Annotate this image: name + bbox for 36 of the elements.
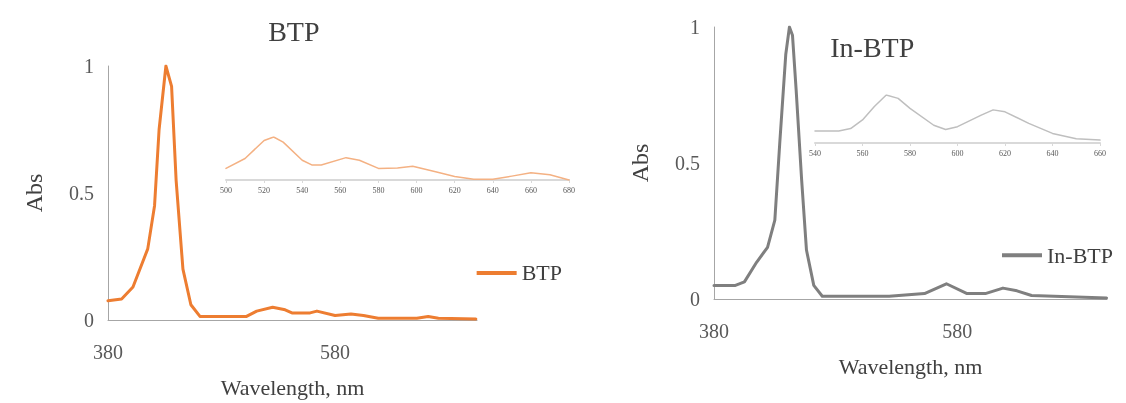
- x-tick-label: 500: [220, 185, 232, 195]
- x-tick-label: 660: [524, 185, 537, 195]
- x-axis-title: Wavelength, nm: [220, 374, 365, 400]
- x-tick-label: 380: [93, 341, 123, 363]
- y-axis-title: Abs: [21, 173, 47, 213]
- legend-label: BTP: [521, 260, 563, 286]
- chart-title: In-BTP: [830, 31, 915, 63]
- x-tick-label: 520: [258, 185, 271, 195]
- line-series: [106, 64, 478, 321]
- x-tick-label: 580: [904, 148, 916, 158]
- chart-title: BTP: [268, 15, 320, 47]
- y-axis-title: Abs: [627, 143, 653, 183]
- x-tick-label: 640: [486, 185, 499, 195]
- y-tick-label: 1: [690, 16, 700, 38]
- y-tick-label: 0: [84, 309, 94, 331]
- x-tick-label: 600: [410, 185, 423, 195]
- x-tick-label: 620: [999, 148, 1011, 158]
- x-tick-label: 660: [1094, 148, 1106, 158]
- x-tick-label: 560: [856, 148, 869, 158]
- x-tick-label: 540: [296, 185, 309, 195]
- legend-label: In-BTP: [1047, 242, 1113, 268]
- y-tick-label: 1: [84, 55, 94, 77]
- x-tick-label: 580: [942, 320, 973, 342]
- x-tick-label: 680: [563, 185, 575, 195]
- x-axis-title: Wavelength, nm: [838, 353, 983, 379]
- x-tick-label: 600: [951, 148, 964, 158]
- y-tick-label: 0.5: [69, 182, 94, 204]
- y-tick-label: 0.5: [675, 152, 700, 174]
- x-tick-label: 540: [809, 148, 821, 158]
- x-tick-label: 620: [448, 185, 461, 195]
- x-tick-label: 560: [334, 185, 347, 195]
- x-tick-label: 640: [1046, 148, 1059, 158]
- y-tick-label: 0: [690, 288, 700, 310]
- x-tick-label: 580: [320, 341, 351, 363]
- x-tick-label: 580: [372, 185, 385, 195]
- x-tick-label: 380: [699, 320, 729, 342]
